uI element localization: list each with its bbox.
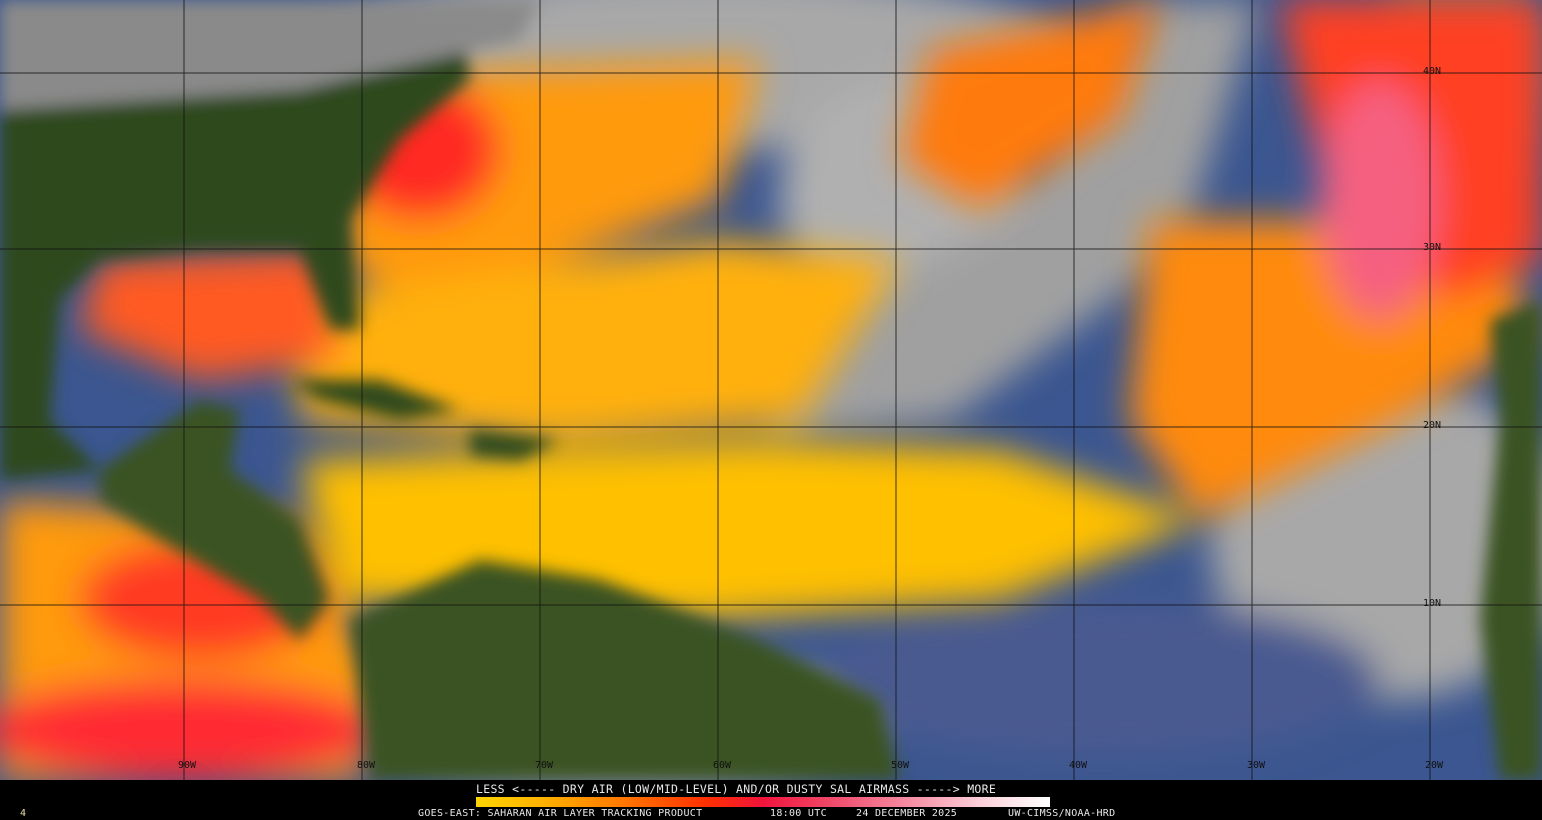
lat-label: 40N	[1423, 66, 1441, 77]
lon-label: 50W	[891, 760, 910, 771]
lon-label: 90W	[178, 760, 197, 771]
dry-air-layer	[0, 0, 1542, 780]
lon-label: 40W	[1069, 760, 1088, 771]
valid-date: 24 DECEMBER 2025	[856, 808, 958, 819]
lon-label: 80W	[357, 760, 376, 771]
lat-lon-grid	[0, 0, 1542, 780]
product-title: GOES-EAST: SAHARAN AIR LAYER TRACKING PR…	[418, 808, 703, 819]
longitude-labels: 90W 80W 70W 60W 50W 40W 30W 20W	[178, 760, 1444, 771]
lat-label: 30N	[1423, 242, 1441, 253]
latitude-labels: 40N 30N 20N 10N	[1423, 66, 1441, 609]
lon-label: 70W	[535, 760, 554, 771]
valid-time: 18:00 UTC	[770, 808, 827, 819]
frame-number: 4	[20, 808, 27, 819]
credit: UW-CIMSS/NOAA-HRD	[1008, 808, 1116, 819]
colorbar	[476, 797, 1050, 807]
lat-label: 10N	[1423, 598, 1441, 609]
lon-label: 30W	[1247, 760, 1266, 771]
satellite-map: 40N 30N 20N 10N 90W 80W 70W 60W 50W 40W …	[0, 0, 1542, 780]
lon-label: 20W	[1425, 760, 1444, 771]
lon-label: 60W	[713, 760, 732, 771]
legend-title: LESS <----- DRY AIR (LOW/MID-LEVEL) AND/…	[476, 782, 997, 796]
land-layer	[0, 0, 1542, 780]
lat-label: 20N	[1423, 420, 1441, 431]
